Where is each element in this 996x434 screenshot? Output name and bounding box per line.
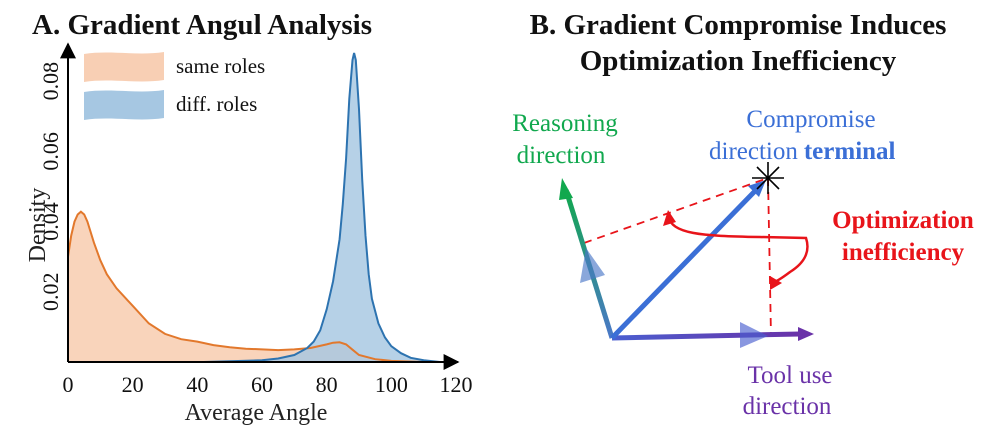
x-tick-60: 60 xyxy=(251,372,273,397)
panel-b-title-line-1: B. Gradient Compromise Induces xyxy=(530,9,947,41)
legend-label-diff-roles: diff. roles xyxy=(176,92,257,116)
compromise-label-line-1: Compromise xyxy=(746,106,875,133)
y-tick-0.04: 0.04 xyxy=(38,202,63,241)
legend-swatch-same-roles xyxy=(84,52,164,82)
legend: same roles diff. roles xyxy=(84,52,265,120)
panel-a: A. Gradient Angul Analysis 0 20 40 60 80 100 1… xyxy=(25,9,473,426)
y-tick-0.02: 0.02 xyxy=(38,273,63,312)
reasoning-label-line-2: direction xyxy=(517,142,606,169)
inefficiency-bracket xyxy=(666,215,809,285)
panel-b: B. Gradient Compromise Induces Optimizat… xyxy=(512,9,974,420)
compromise-label-line-2: direction terminal xyxy=(709,138,896,165)
tool-use-arrowhead-icon xyxy=(798,327,814,341)
inefficiency-arrowhead-top-icon xyxy=(663,210,676,226)
compromise-label-direction: direction xyxy=(709,138,798,165)
compromise-vector xyxy=(610,188,758,340)
compromise-label-terminal: terminal xyxy=(804,138,896,165)
inefficiency-label-line-2: inefficiency xyxy=(842,239,965,266)
x-tick-labels: 0 20 40 60 80 100 120 xyxy=(63,372,473,397)
same-roles-area xyxy=(68,211,440,362)
legend-label-same-roles: same roles xyxy=(176,54,265,78)
projection-to-reasoning-line xyxy=(583,177,769,244)
tool-use-mid-arrow-icon xyxy=(740,322,768,348)
star-burst-icon xyxy=(752,162,784,194)
legend-swatch-diff-roles xyxy=(84,90,164,120)
y-tick-0.08: 0.08 xyxy=(38,62,63,101)
tool-use-label-line-2: direction xyxy=(743,393,832,420)
same-roles-curve xyxy=(67,210,440,363)
diff-roles-curve xyxy=(203,52,440,363)
reasoning-mid-arrow-icon xyxy=(580,248,605,283)
tool-use-vector xyxy=(611,331,801,341)
x-tick-0: 0 xyxy=(63,372,74,397)
projection-to-tool-line xyxy=(767,177,772,337)
panel-a-title: A. Gradient Angul Analysis xyxy=(32,9,372,41)
y-axis-label: Density xyxy=(25,188,51,263)
y-tick-labels: 0.02 0.04 0.06 0.08 xyxy=(38,62,63,311)
x-tick-20: 20 xyxy=(122,372,144,397)
reasoning-arrowhead-icon xyxy=(559,178,573,200)
x-tick-40: 40 xyxy=(186,372,208,397)
panel-b-title-line-2: Optimization Inefficiency xyxy=(580,45,897,77)
density-plot xyxy=(67,52,440,363)
tool-use-label-line-1: Tool use xyxy=(747,362,832,389)
x-tick-120: 120 xyxy=(440,372,473,397)
reasoning-label-line-1: Reasoning xyxy=(512,110,618,137)
inefficiency-label-line-1: Optimization xyxy=(832,207,974,234)
x-tick-80: 80 xyxy=(316,372,338,397)
x-tick-100: 100 xyxy=(375,372,408,397)
y-tick-0.06: 0.06 xyxy=(38,132,63,171)
inefficiency-arrowhead-bottom-icon xyxy=(770,276,782,290)
x-axis-label: Average Angle xyxy=(185,400,328,426)
